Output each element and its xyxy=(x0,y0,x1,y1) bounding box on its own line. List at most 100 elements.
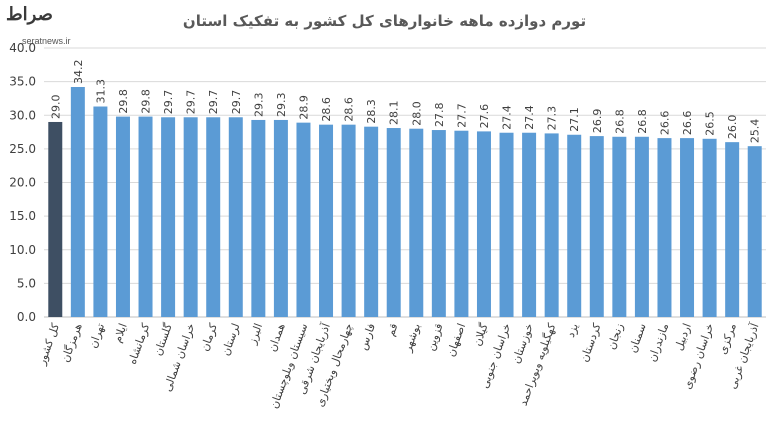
bar xyxy=(296,122,311,318)
x-tick-label: بوشهر xyxy=(401,322,424,355)
x-tick-label: کرمانشاه xyxy=(126,321,153,366)
bar xyxy=(228,117,243,317)
bar xyxy=(567,134,582,317)
bar-value-label: 29.8 xyxy=(117,89,130,114)
bar xyxy=(476,131,491,317)
x-tick-label: اصفهان xyxy=(444,322,468,359)
y-tick-label: 25.0 xyxy=(9,142,36,156)
bar xyxy=(138,116,153,317)
bars xyxy=(48,87,762,318)
value-labels: 29.0 34.2 31.3 29.8 29.8 29.7 29.7 29.7 29.7 29.3… xyxy=(49,60,761,144)
x-tick-label: قم xyxy=(384,322,401,338)
y-tick-label: 0.0 xyxy=(17,310,36,324)
bar-value-label: 26.6 xyxy=(681,111,694,136)
bar-value-label: 29.7 xyxy=(207,90,220,115)
y-tick-label: 15.0 xyxy=(9,209,36,223)
bar-value-label: 26.8 xyxy=(636,109,649,134)
y-tick-label: 5.0 xyxy=(17,276,36,290)
bar-value-label: 26.5 xyxy=(704,111,717,136)
bar xyxy=(634,136,649,317)
y-axis: 0.0 5.0 10.0 15.0 20.0 25.0 30.0 35.0 40.0 xyxy=(9,41,36,324)
bar-value-label: 25.4 xyxy=(749,119,762,144)
x-tick-label: گلستان xyxy=(151,321,175,358)
chart-title: تورم دوازده ماهه خانوارهای کل کشور به تف… xyxy=(182,12,587,30)
bar-value-label: 28.3 xyxy=(365,99,378,124)
bar xyxy=(364,126,379,318)
bar xyxy=(747,146,762,317)
bar-value-label: 27.4 xyxy=(501,105,514,130)
bar xyxy=(206,117,221,317)
bar-value-label: 27.4 xyxy=(523,105,536,130)
x-tick-label: اردبیل xyxy=(672,322,694,353)
x-tick-label: مازندران xyxy=(645,321,671,363)
bar-value-label: 29.7 xyxy=(185,90,198,115)
bar-value-label: 29.7 xyxy=(230,90,243,115)
bar-value-label: 29.0 xyxy=(49,94,62,119)
x-tick-label: گیلان xyxy=(471,321,491,348)
x-tick-label: یزد xyxy=(564,322,581,340)
bar xyxy=(522,132,537,317)
bar xyxy=(161,117,176,317)
x-tick-label: کردستان xyxy=(578,321,604,364)
x-tick-label: سمنان xyxy=(626,322,649,355)
y-tick-label: 20.0 xyxy=(9,176,36,190)
bar-value-label: 28.6 xyxy=(343,97,356,122)
x-tick-label: البرز xyxy=(245,322,265,347)
bar xyxy=(499,132,514,317)
bar xyxy=(725,142,740,317)
bar-value-label: 28.9 xyxy=(297,95,310,120)
bar xyxy=(319,124,334,317)
bar-value-label: 29.3 xyxy=(252,92,265,117)
bar xyxy=(341,124,356,317)
y-tick-label: 10.0 xyxy=(9,243,36,257)
x-tick-label: ایلام xyxy=(111,322,130,345)
bar-value-label: 27.3 xyxy=(546,106,559,131)
bar-value-label: 27.7 xyxy=(455,103,468,128)
x-tick-label: قزوین xyxy=(424,322,446,353)
bar xyxy=(702,138,717,317)
bar-value-label: 26.9 xyxy=(591,109,604,134)
x-tick-label: هرمزگان xyxy=(59,321,85,364)
bar-value-label: 26.0 xyxy=(726,115,739,140)
bar xyxy=(273,119,288,318)
bar-value-label: 29.8 xyxy=(140,89,153,114)
y-tick-label: 40.0 xyxy=(9,41,36,55)
x-tick-label: همدان xyxy=(266,321,288,353)
bar-value-label: 28.6 xyxy=(320,97,333,122)
bar xyxy=(93,106,108,317)
bar-value-label: 29.3 xyxy=(275,92,288,117)
bar xyxy=(589,136,604,317)
bar-value-label: 34.2 xyxy=(72,60,85,85)
bar xyxy=(680,138,695,317)
bar-value-label: 29.7 xyxy=(162,90,175,115)
bar xyxy=(251,119,266,318)
bar xyxy=(48,121,63,317)
x-tick-label: تهران xyxy=(86,322,107,350)
y-tick-label: 30.0 xyxy=(9,108,36,122)
bar xyxy=(386,128,401,317)
bar xyxy=(544,133,559,317)
bar xyxy=(454,130,469,317)
bar-value-label: 28.0 xyxy=(410,101,423,126)
bar-value-label: 27.8 xyxy=(433,103,446,128)
y-tick-label: 35.0 xyxy=(9,75,36,89)
bar-value-label: 31.3 xyxy=(94,79,107,104)
x-tick-label: مرکزی xyxy=(716,321,739,356)
bar-value-label: 27.6 xyxy=(478,104,491,129)
bar xyxy=(657,138,672,317)
bar-value-label: 27.1 xyxy=(568,107,581,132)
bar xyxy=(115,116,130,317)
bar xyxy=(431,130,446,317)
bar-value-label: 26.6 xyxy=(658,111,671,136)
x-tick-label: فارس xyxy=(356,322,378,352)
watermark-logo: صراط xyxy=(6,4,53,25)
bar-value-label: 26.8 xyxy=(613,109,626,134)
bar xyxy=(70,87,85,317)
bar xyxy=(409,128,424,317)
x-tick-label: کرمان xyxy=(198,321,220,353)
bar xyxy=(612,136,627,317)
x-tick-label: زنجان xyxy=(605,322,626,352)
bar-value-label: 28.1 xyxy=(388,101,401,126)
